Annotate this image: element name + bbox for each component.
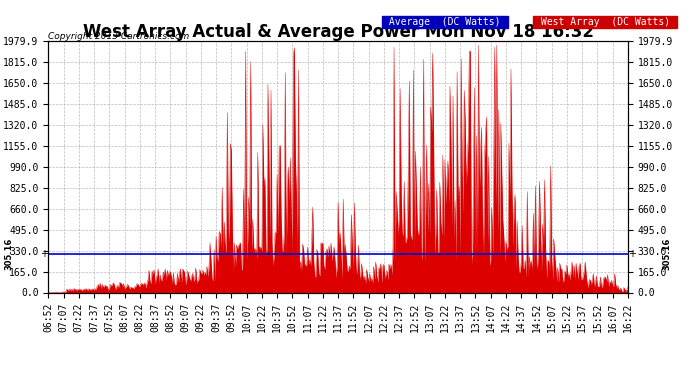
Text: +: + <box>628 249 636 259</box>
Text: West Array  (DC Watts): West Array (DC Watts) <box>535 17 676 27</box>
Text: +: + <box>40 249 48 259</box>
Text: 305.16: 305.16 <box>5 238 14 270</box>
Text: 305.16: 305.16 <box>662 238 671 270</box>
Title: West Array Actual & Average Power Mon Nov 18 16:32: West Array Actual & Average Power Mon No… <box>83 23 593 41</box>
Text: Average  (DC Watts): Average (DC Watts) <box>383 17 506 27</box>
Text: Copyright 2013 Cartronics.com: Copyright 2013 Cartronics.com <box>48 32 190 41</box>
